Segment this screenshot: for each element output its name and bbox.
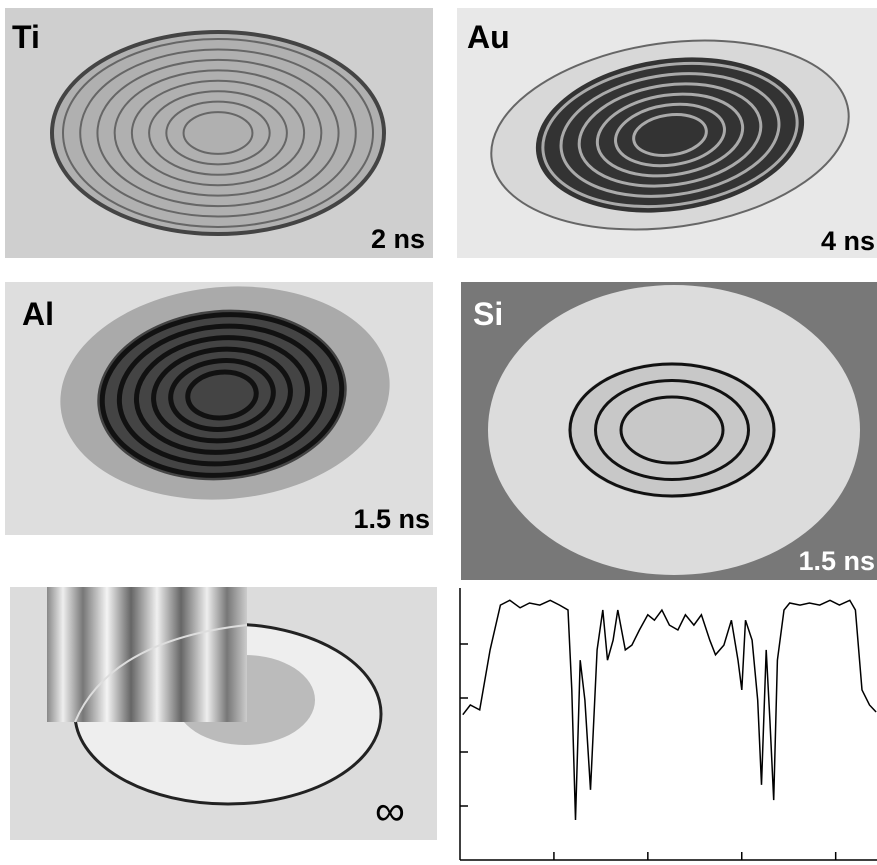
panel-label: Al <box>22 296 54 332</box>
fringe <box>151 346 293 444</box>
fringe <box>619 395 725 465</box>
fringe <box>113 69 323 197</box>
fringe <box>182 111 254 155</box>
panel-label: Au <box>467 19 510 55</box>
time-label: ∞ <box>375 787 405 834</box>
fringe <box>568 362 776 498</box>
fringe <box>559 72 781 198</box>
panel-label: Ti <box>12 19 40 55</box>
fringe <box>168 358 276 432</box>
inset <box>47 587 247 722</box>
inset-edge <box>74 624 248 723</box>
fringe <box>185 369 259 421</box>
time-label: 1.5 ns <box>798 546 875 576</box>
spot <box>535 57 805 213</box>
spot <box>50 30 386 236</box>
fringe <box>99 312 345 478</box>
spot <box>568 362 776 498</box>
fringe <box>577 82 763 188</box>
fringe <box>116 323 328 467</box>
time-label: 4 ns <box>821 226 875 256</box>
fringe <box>594 379 750 481</box>
fringe <box>133 335 311 455</box>
fringe <box>595 92 745 178</box>
panel-label: Si <box>473 296 503 332</box>
fringe <box>165 100 271 166</box>
fringe <box>632 113 708 157</box>
time-label: 1.5 ns <box>353 504 430 534</box>
time-label: 2 ns <box>371 224 425 254</box>
profile-line <box>462 599 877 821</box>
fringe <box>541 61 799 209</box>
fringe <box>96 58 340 208</box>
profile-plot <box>459 588 877 861</box>
fringe <box>62 38 374 228</box>
fringe <box>130 79 306 187</box>
fringe <box>79 48 357 218</box>
fringe <box>148 90 288 176</box>
fringe <box>614 102 726 168</box>
